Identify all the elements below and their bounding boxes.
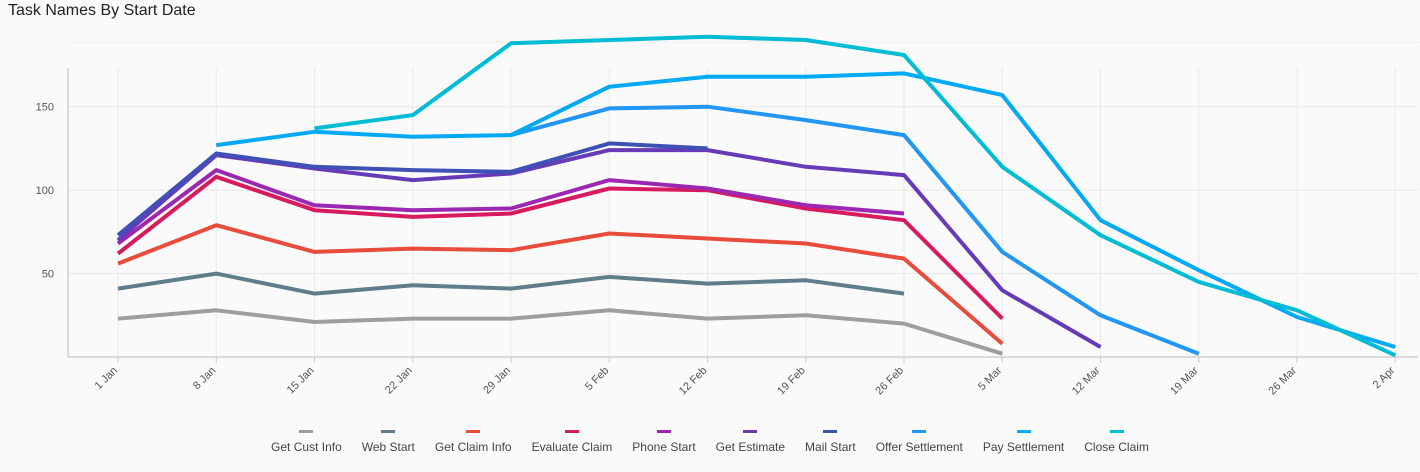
series-line-close-claim: [314, 34, 1397, 358]
series-line-mail-start: [116, 141, 708, 237]
legend-swatch: [823, 430, 838, 433]
legend-label: Offer Settlement: [875, 440, 963, 454]
x-tick-label: 26 Feb: [873, 365, 906, 398]
x-tick-label: 5 Mar: [976, 364, 1005, 393]
series-line-web-start: [117, 271, 905, 296]
series-line-get-claim-info: [117, 223, 1004, 346]
series-lines: [116, 34, 1397, 358]
series-line-offer-settlement: [510, 104, 1200, 356]
legend-label: Pay Settlement: [982, 440, 1065, 454]
legend-item-mail-start[interactable]: Mail Start: [805, 430, 856, 454]
legend-item-evaluate-claim[interactable]: Evaluate Claim: [531, 430, 613, 454]
chart-title: Task Names By Start Date: [8, 2, 196, 19]
legend-swatch: [564, 430, 579, 433]
series-line-phone-start: [116, 168, 905, 246]
legend-swatch: [381, 430, 396, 433]
x-tick-label: 12 Feb: [677, 365, 710, 398]
axes: [67, 68, 1418, 363]
legend-label: Mail Start: [805, 440, 856, 454]
x-tick-label: 5 Feb: [583, 365, 611, 393]
legend-item-get-cust-info[interactable]: Get Cust Info: [271, 430, 342, 454]
legend-label: Evaluate Claim: [531, 440, 613, 454]
x-tick-label: 19 Feb: [775, 365, 808, 398]
legend-label: Close Claim: [1084, 440, 1149, 454]
legend-item-pay-settlement[interactable]: Pay Settlement: [983, 430, 1064, 454]
x-tick-label: 2 Apr: [1371, 364, 1398, 391]
legend-label: Web Start: [361, 440, 415, 454]
legend-item-get-estimate[interactable]: Get Estimate: [716, 430, 785, 454]
y-tick-label: 100: [36, 185, 54, 197]
x-tick-label: 8 Jan: [191, 365, 219, 393]
legend-item-get-claim-info[interactable]: Get Claim Info: [435, 430, 512, 454]
legend-swatch: [743, 430, 758, 433]
legend-swatch: [1109, 430, 1124, 433]
legend-swatch: [1016, 430, 1031, 433]
x-tick-label: 1 Jan: [93, 365, 121, 393]
legend-item-offer-settlement[interactable]: Offer Settlement: [876, 430, 963, 454]
legend-item-phone-start[interactable]: Phone Start: [632, 430, 696, 454]
x-tick-label: 15 Jan: [285, 365, 317, 397]
series-line-pay-settlement: [216, 71, 1396, 349]
x-tick-label: 22 Jan: [383, 365, 415, 397]
legend-swatch: [656, 430, 671, 433]
y-tick-label: 150: [36, 102, 54, 114]
legend-item-web-start[interactable]: Web Start: [362, 430, 415, 454]
grid-lines: [68, 41, 1418, 357]
legend-swatch: [466, 430, 481, 433]
series-line-evaluate-claim: [116, 174, 1004, 321]
legend: Get Cust Info Web Start Get Claim Info Eval…: [0, 430, 1420, 454]
legend-swatch: [912, 430, 927, 433]
x-tick-label: 19 Mar: [1168, 364, 1201, 397]
x-tick-label: 12 Mar: [1070, 364, 1103, 397]
legend-swatch: [299, 430, 314, 433]
legend-label: Get Cust Info: [271, 440, 342, 454]
line-chart: 50 100 150 1 Jan 8 Jan 15 Jan 22 Jan 29 Jan 5 Fe…: [36, 34, 1418, 398]
y-tick-label: 50: [42, 269, 54, 281]
legend-item-close-claim[interactable]: Close Claim: [1084, 430, 1149, 454]
series-line-get-cust-info: [117, 308, 1003, 356]
x-tick-label: 29 Jan: [481, 365, 513, 397]
legend-label: Phone Start: [632, 440, 696, 454]
x-tick-label: 26 Mar: [1266, 364, 1299, 397]
legend-label: Get Estimate: [715, 440, 786, 454]
legend-label: Get Claim Info: [434, 440, 512, 454]
